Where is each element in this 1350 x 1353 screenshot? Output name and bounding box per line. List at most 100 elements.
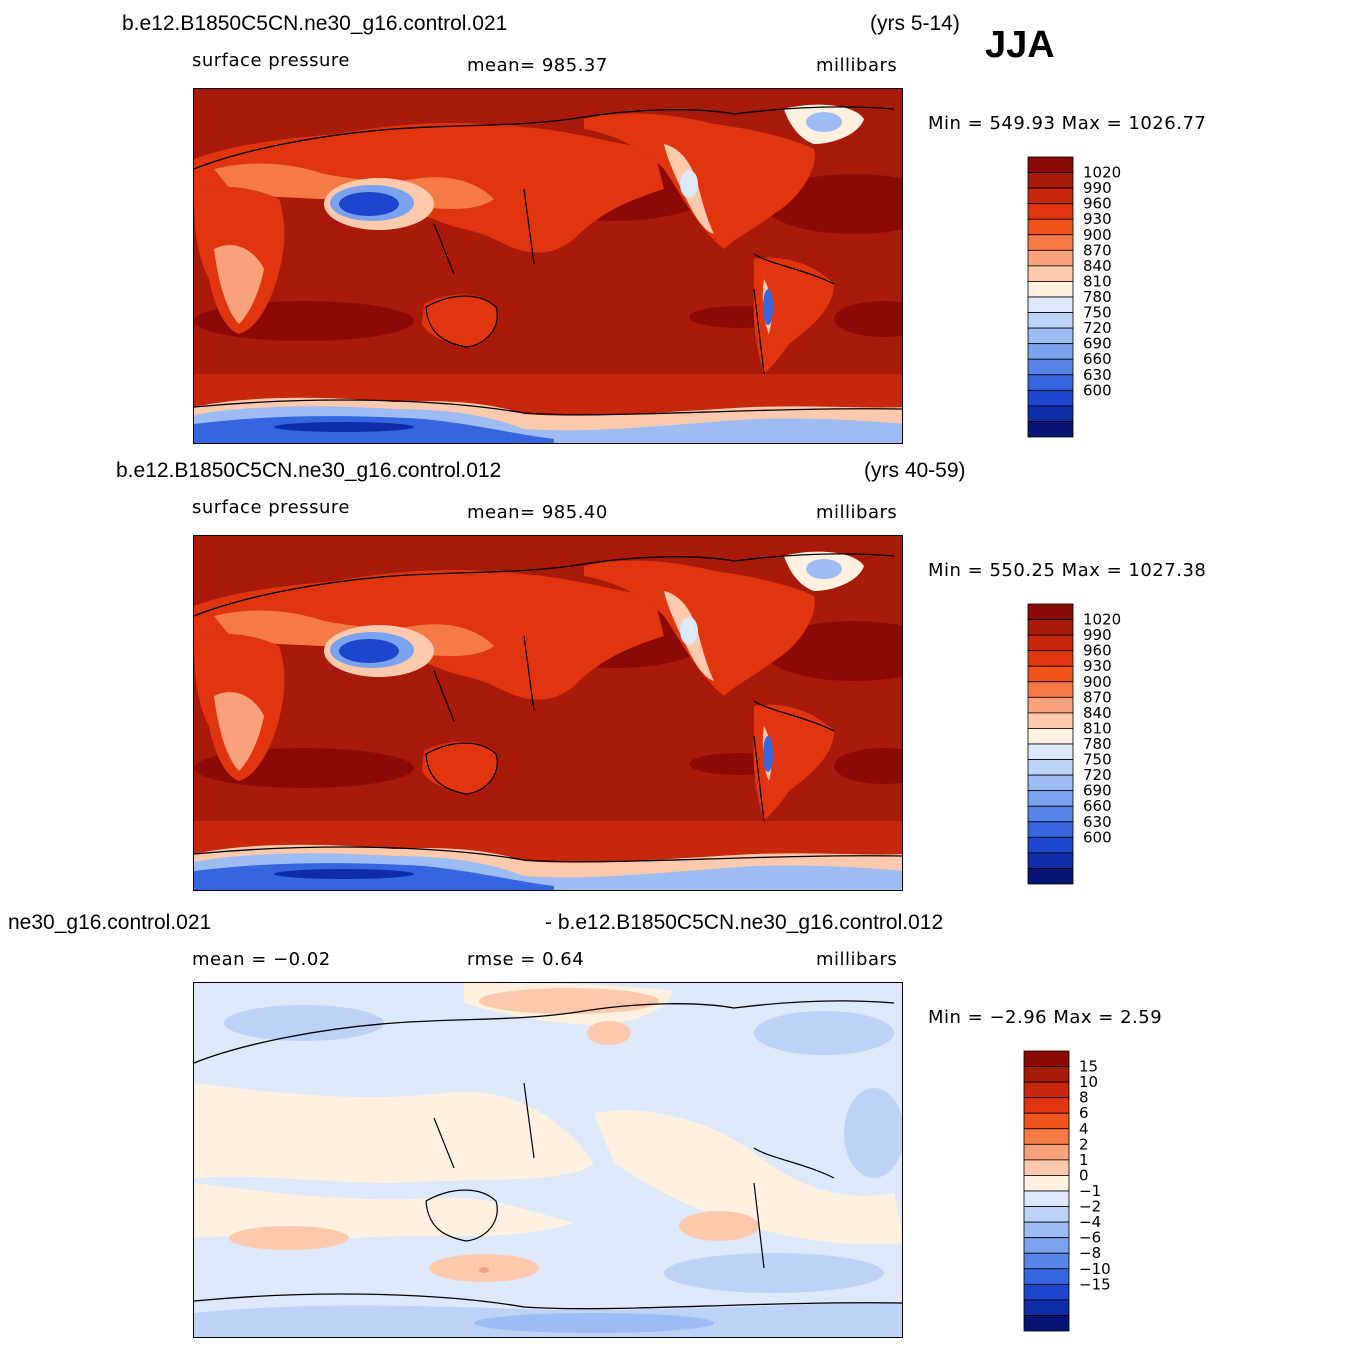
panel1-minmax: Min = 549.93 Max = 1026.77 bbox=[928, 113, 1207, 134]
colorbar-tick-label: 780 bbox=[1083, 288, 1112, 306]
panel3-rmse: rmse = 0.64 bbox=[467, 949, 585, 970]
colorbar-tick-label: −8 bbox=[1079, 1244, 1101, 1262]
colorbar-tick-label: 600 bbox=[1083, 828, 1112, 846]
panel1-colorbar-svg: 1020990960930900870840810780750720690660… bbox=[1027, 156, 1121, 438]
colorbar-swatch bbox=[1027, 603, 1074, 620]
colorbar-swatch bbox=[1027, 249, 1074, 267]
colorbar-tick-label: 10 bbox=[1079, 1073, 1098, 1091]
colorbar-tick-label: −6 bbox=[1079, 1229, 1101, 1247]
colorbar-tick-label: 600 bbox=[1083, 381, 1112, 399]
panel2-colorbar: 1020 990 960 930 900 870 840 810 780 750 720 690 660… bbox=[1027, 603, 1148, 886]
colorbar-swatch bbox=[1023, 1050, 1070, 1067]
colorbar-swatch bbox=[1023, 1159, 1070, 1176]
colorbar-swatch bbox=[1027, 681, 1074, 698]
colorbar-tick-label: 930 bbox=[1083, 657, 1112, 675]
panel3-units: millibars bbox=[816, 949, 898, 970]
colorbar-tick-label: 810 bbox=[1083, 719, 1112, 737]
colorbar-tick-label: −4 bbox=[1079, 1213, 1101, 1231]
colorbar-tick-label: 1 bbox=[1079, 1151, 1089, 1169]
colorbar-swatch bbox=[1027, 665, 1074, 683]
panel1-mean: mean= 985.37 bbox=[467, 55, 608, 76]
colorbar-tick-label: 6 bbox=[1079, 1104, 1089, 1122]
colorbar-tick-label: 0 bbox=[1079, 1166, 1089, 1184]
panel3-minus-case: - b.e12.B1850C5CN.ne30_g16.control.012 bbox=[545, 911, 944, 934]
panel3-colorbar: 15 10 8 6 4 2 1 0 −1 −2 −4 −6 −8 −10 −15 bbox=[1023, 1050, 1144, 1333]
colorbar-swatch bbox=[1027, 405, 1074, 422]
colorbar-swatch bbox=[1027, 172, 1074, 189]
panel2-mean: mean= 985.40 bbox=[467, 502, 608, 523]
colorbar-tick-label: 840 bbox=[1083, 257, 1112, 275]
panel1-variable: surface pressure bbox=[192, 50, 350, 71]
panel2-colorbar-svg: 1020990960930900870840810780750720690660… bbox=[1027, 603, 1121, 885]
colorbar-swatch bbox=[1027, 358, 1074, 376]
panel3-mean: mean = −0.02 bbox=[192, 949, 331, 970]
colorbar-tick-label: 720 bbox=[1083, 319, 1112, 337]
panel2-map-field bbox=[194, 536, 902, 890]
colorbar-tick-label: 810 bbox=[1083, 272, 1112, 290]
colorbar-tick-label: 660 bbox=[1083, 797, 1112, 815]
colorbar-swatch bbox=[1027, 743, 1074, 760]
panel3-map bbox=[193, 982, 903, 1338]
colorbar-tick-label: 960 bbox=[1083, 642, 1112, 660]
colorbar-swatch bbox=[1027, 203, 1074, 220]
colorbar-swatch bbox=[1027, 619, 1074, 636]
colorbar-swatch bbox=[1027, 218, 1074, 236]
colorbar-tick-label: 870 bbox=[1083, 241, 1112, 259]
colorbar-swatch bbox=[1027, 805, 1074, 823]
colorbar-swatch bbox=[1023, 1315, 1070, 1332]
colorbar-tick-label: −15 bbox=[1079, 1275, 1111, 1293]
colorbar-tick-label: 990 bbox=[1083, 626, 1112, 644]
panel1-units: millibars bbox=[816, 55, 898, 76]
colorbar-tick-label: −10 bbox=[1079, 1260, 1111, 1278]
panel2-units: millibars bbox=[816, 502, 898, 523]
panel1-map bbox=[193, 88, 903, 444]
colorbar-tick-label: 990 bbox=[1083, 179, 1112, 197]
panel2-minmax: Min = 550.25 Max = 1027.38 bbox=[928, 560, 1207, 581]
colorbar-tick-label: 1020 bbox=[1083, 611, 1121, 629]
colorbar-tick-label: 690 bbox=[1083, 335, 1112, 353]
colorbar-swatch bbox=[1027, 156, 1074, 173]
panel2-case-title: b.e12.B1850C5CN.ne30_g16.control.012 bbox=[116, 459, 502, 482]
colorbar-swatch bbox=[1023, 1128, 1070, 1145]
colorbar-swatch bbox=[1027, 327, 1074, 345]
colorbar-tick-label: 2 bbox=[1079, 1135, 1089, 1153]
colorbar-swatch bbox=[1023, 1206, 1070, 1223]
panel3-minmax: Min = −2.96 Max = 2.59 bbox=[928, 1007, 1163, 1028]
colorbar-swatch bbox=[1023, 1112, 1070, 1130]
colorbar-swatch bbox=[1027, 821, 1074, 838]
colorbar-swatch bbox=[1027, 650, 1074, 667]
colorbar-swatch bbox=[1027, 265, 1074, 282]
colorbar-tick-label: 930 bbox=[1083, 210, 1112, 228]
colorbar-swatch bbox=[1027, 234, 1074, 251]
colorbar-tick-label: 840 bbox=[1083, 704, 1112, 722]
colorbar-tick-label: 690 bbox=[1083, 782, 1112, 800]
colorbar-swatch bbox=[1027, 759, 1074, 776]
colorbar-tick-label: 630 bbox=[1083, 366, 1112, 384]
colorbar-swatch bbox=[1027, 712, 1074, 729]
colorbar-swatch bbox=[1023, 1175, 1070, 1192]
colorbar-tick-label: 660 bbox=[1083, 350, 1112, 368]
panel2-variable: surface pressure bbox=[192, 497, 350, 518]
colorbar-swatch bbox=[1023, 1221, 1070, 1239]
colorbar-swatch bbox=[1027, 790, 1074, 807]
colorbar-swatch bbox=[1027, 312, 1074, 329]
colorbar-tick-label: 960 bbox=[1083, 195, 1112, 213]
panel2-map bbox=[193, 535, 903, 891]
colorbar-swatch bbox=[1027, 421, 1074, 438]
colorbar-swatch bbox=[1027, 852, 1074, 869]
colorbar-swatch bbox=[1023, 1268, 1070, 1285]
colorbar-swatch bbox=[1023, 1237, 1070, 1254]
colorbar-swatch bbox=[1027, 634, 1074, 652]
colorbar-tick-label: 630 bbox=[1083, 813, 1112, 831]
colorbar-tick-label: 750 bbox=[1083, 751, 1112, 769]
colorbar-swatch bbox=[1023, 1143, 1070, 1161]
colorbar-swatch bbox=[1027, 281, 1074, 298]
panel1-years: (yrs 5-14) bbox=[870, 12, 960, 35]
colorbar-tick-label: 720 bbox=[1083, 766, 1112, 784]
colorbar-swatch bbox=[1027, 836, 1074, 854]
colorbar-swatch bbox=[1023, 1252, 1070, 1270]
colorbar-tick-label: 8 bbox=[1079, 1089, 1089, 1107]
colorbar-tick-label: 870 bbox=[1083, 688, 1112, 706]
colorbar-tick-label: 15 bbox=[1079, 1058, 1098, 1076]
